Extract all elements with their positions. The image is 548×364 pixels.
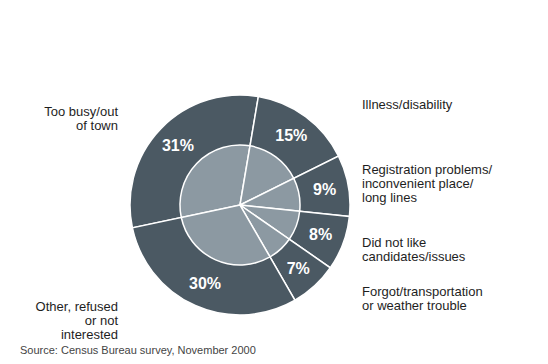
svg-text:31%: 31% bbox=[162, 137, 194, 154]
svg-text:Did not likecandidates/issues: Did not likecandidates/issues bbox=[362, 234, 466, 263]
svg-text:Illness/disability: Illness/disability bbox=[362, 96, 453, 111]
svg-text:Too busy/outof town: Too busy/outof town bbox=[44, 103, 118, 132]
svg-text:7%: 7% bbox=[287, 260, 310, 277]
svg-text:Registration problems/inconven: Registration problems/inconvenient place… bbox=[362, 161, 492, 204]
svg-text:9%: 9% bbox=[313, 181, 336, 198]
svg-text:Other, refusedor notinterested: Other, refusedor notinterested bbox=[36, 299, 119, 342]
svg-text:8%: 8% bbox=[309, 226, 332, 243]
html-text:Source: Census Bureau survey,: Source: Census Bureau survey, November 2… bbox=[20, 344, 256, 356]
svg-text:15%: 15% bbox=[275, 127, 307, 144]
svg-text:30%: 30% bbox=[189, 275, 221, 292]
svg-text:Forgot/transportationor weathe: Forgot/transportationor weather trouble bbox=[362, 283, 483, 312]
